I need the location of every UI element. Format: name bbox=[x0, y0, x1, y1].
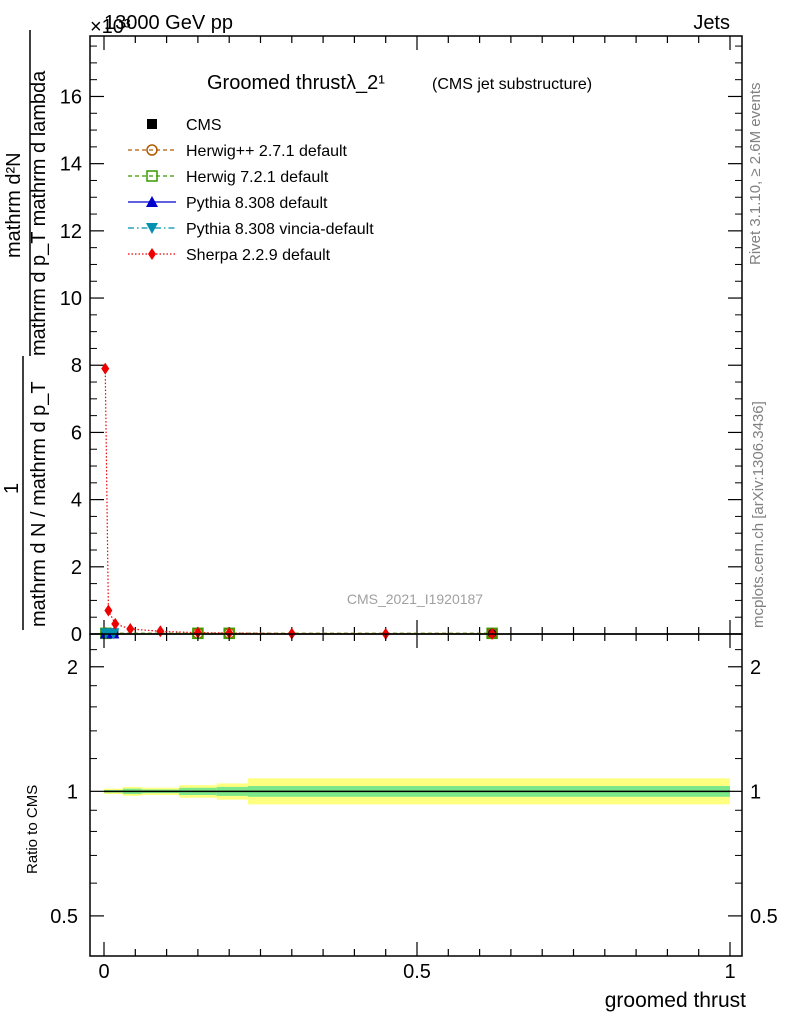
watermark: CMS_2021_I1920187 bbox=[347, 591, 483, 607]
ratio-y-tick-label: 0.5 bbox=[50, 906, 78, 928]
main-subtitle: (CMS jet substructure) bbox=[432, 76, 592, 93]
legend-label: CMS bbox=[186, 117, 222, 134]
ratio-plot-frame bbox=[89, 633, 743, 957]
ratio-y-ticks: 0.5 0.5 1 1 2 2 bbox=[50, 649, 778, 928]
legend-label: Herwig++ 2.7.1 default bbox=[186, 143, 348, 160]
legend: CMS Herwig++ 2.7.1 default Herwig 7.2.1 de… bbox=[128, 117, 374, 264]
y-tick-label: 4 bbox=[71, 490, 82, 512]
exponent-label: ×10³ bbox=[90, 16, 131, 38]
legend-label: Pythia 8.308 default bbox=[186, 195, 328, 212]
ratio-y-label: Ratio to CMS bbox=[24, 785, 41, 874]
data-point bbox=[104, 604, 113, 617]
legend-marker bbox=[147, 119, 157, 129]
data-point bbox=[193, 626, 202, 639]
legend-marker bbox=[146, 196, 158, 207]
x-axis-label: groomed thrust bbox=[605, 989, 746, 1012]
ratio-x-ticks: 0 0.5 1 bbox=[98, 634, 736, 983]
ratio-y-tick-label-right: 0.5 bbox=[750, 906, 778, 928]
mcplots-label: mcplots.cern.ch [arXiv:1306.3436] bbox=[750, 401, 767, 628]
y-tick-label: 2 bbox=[71, 557, 82, 579]
legend-label: Sherpa 2.2.9 default bbox=[186, 247, 331, 264]
y-tick-label: 16 bbox=[60, 86, 82, 108]
ratio-y-tick-label-right: 1 bbox=[750, 781, 761, 803]
header-left: 13000 GeV pp bbox=[104, 12, 233, 34]
ratio-y-tick-label-right: 2 bbox=[750, 657, 761, 679]
legend-marker bbox=[146, 170, 158, 182]
legend-marker bbox=[146, 223, 158, 234]
x-tick-label: 0 bbox=[98, 961, 109, 983]
y-tick-label: 6 bbox=[71, 422, 82, 444]
rivet-label: Rivet 3.1.10, ≥ 2.6M events bbox=[747, 83, 764, 266]
ratio-plot: 0.5 0.51 12 2 0 0.5 1 Ratio to CMS groomed th… bbox=[24, 633, 778, 1012]
x-tick-label: 1 bbox=[724, 961, 735, 983]
ylabel-line-3: 1 bbox=[1, 483, 23, 494]
x-tick-label: 0.5 bbox=[403, 961, 431, 983]
header-right: Jets bbox=[693, 12, 730, 34]
y-tick-label: 0 bbox=[71, 624, 82, 646]
y-tick-label: 8 bbox=[71, 355, 82, 377]
ratio-y-tick-label: 2 bbox=[67, 657, 78, 679]
legend-marker bbox=[146, 144, 158, 156]
legend-label: Pythia 8.308 vincia-default bbox=[186, 221, 374, 238]
data-point bbox=[156, 625, 165, 638]
data-point bbox=[126, 622, 135, 635]
data-point bbox=[101, 362, 110, 375]
data-point bbox=[225, 626, 234, 639]
ylabel-line-1: mathrm d²N bbox=[3, 152, 25, 258]
ylabel-line-2: mathrm d p_T mathrm d lambda bbox=[28, 70, 50, 356]
main-y-label: mathrm d²N mathrm d p_T mathrm d lambda … bbox=[1, 30, 50, 630]
y-tick-label: 10 bbox=[60, 288, 82, 310]
ratio-y-tick-label: 1 bbox=[67, 781, 78, 803]
y-tick-label: 12 bbox=[60, 221, 82, 243]
legend-marker bbox=[148, 248, 156, 260]
main-title: Groomed thrustλ_2¹ bbox=[207, 72, 385, 94]
ylabel-line-4: mathrm d N / mathrm d p_T bbox=[28, 381, 50, 627]
main-y-ticks: 0 2 4 6 8 10 12 14 16 bbox=[60, 45, 742, 646]
data-point bbox=[111, 617, 120, 630]
main-plot: 0 2 4 6 8 10 12 14 16 Groomed thrustλ_2¹ (CMS je… bbox=[60, 35, 743, 646]
legend-label: Herwig 7.2.1 default bbox=[186, 169, 329, 186]
y-tick-label: 14 bbox=[60, 154, 82, 176]
series-line bbox=[104, 368, 493, 635]
